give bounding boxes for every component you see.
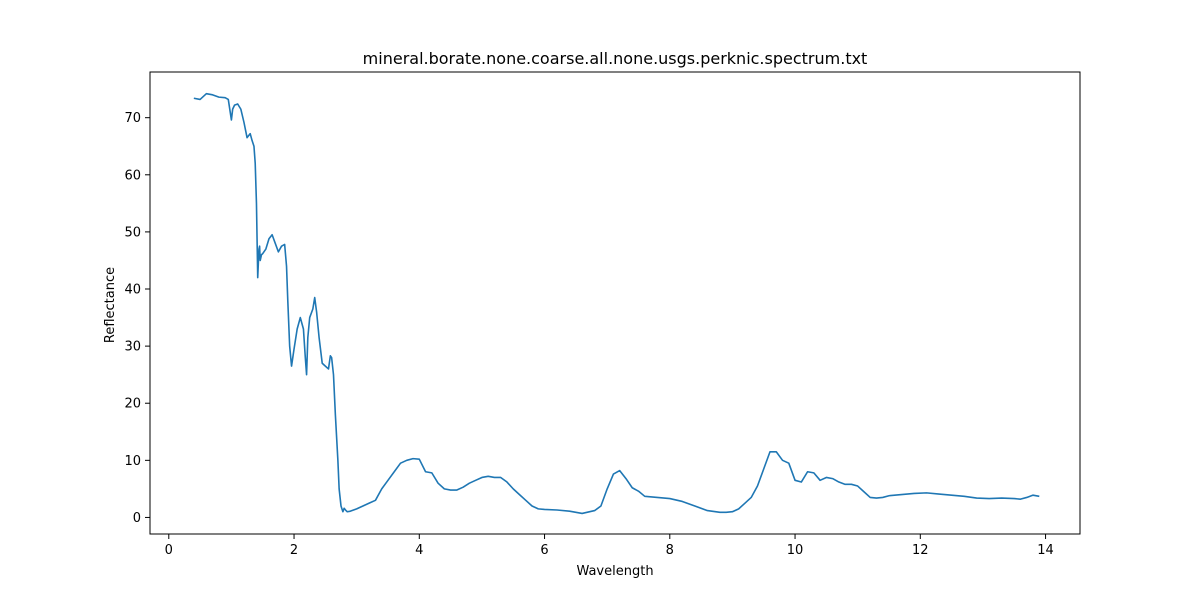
x-tick-label: 12 <box>912 543 929 558</box>
x-axis: 0 2 4 6 8 10 12 14 <box>165 534 1054 558</box>
series-line <box>193 92 1040 515</box>
line-layer <box>193 92 1040 515</box>
plot-frame <box>149 71 1081 535</box>
y-tick-label: 60 <box>124 168 141 183</box>
y-tick-label: 70 <box>124 111 141 126</box>
x-tick-label: 14 <box>1037 543 1054 558</box>
x-tick-label: 6 <box>540 543 548 558</box>
y-tick-label: 50 <box>124 225 141 240</box>
y-axis: 0 10 20 30 40 50 60 70 <box>124 111 150 526</box>
y-tick-label: 0 <box>133 511 141 526</box>
x-tick-label: 10 <box>787 543 804 558</box>
plot-area <box>149 71 1081 535</box>
y-axis-label: Reflectance <box>103 267 118 343</box>
y-tick-label: 40 <box>124 283 141 298</box>
x-tick-label: 8 <box>666 543 674 558</box>
chart-title: mineral.borate.none.coarse.all.none.usgs… <box>363 49 868 68</box>
x-tick-label: 0 <box>165 543 173 558</box>
x-axis-label: Wavelength <box>576 564 653 579</box>
y-tick-label: 20 <box>124 397 141 412</box>
x-tick-label: 4 <box>415 543 423 558</box>
x-tick-label: 2 <box>290 543 298 558</box>
y-tick-label: 30 <box>124 340 141 355</box>
y-tick-label: 10 <box>124 454 141 469</box>
